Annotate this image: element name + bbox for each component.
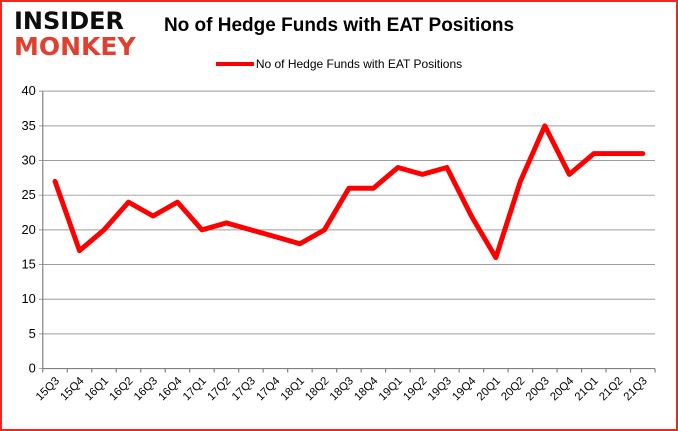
x-tick-label-17Q1: 17Q1: [181, 375, 209, 403]
x-tick-label-15Q4: 15Q4: [58, 375, 86, 403]
chart-title: No of Hedge Funds with EAT Positions: [163, 15, 515, 36]
legend-label: No of Hedge Funds with EAT Positions: [255, 57, 463, 71]
x-tick-label-17Q3: 17Q3: [230, 375, 258, 403]
x-tick-label-21Q2: 21Q2: [597, 375, 625, 403]
legend-line-swatch: [215, 62, 254, 66]
y-tick-label-5: 5: [29, 326, 36, 341]
x-tick-label-21Q3: 21Q3: [622, 375, 650, 403]
y-tick-label-30: 30: [22, 152, 36, 167]
y-tick-label-10: 10: [22, 291, 36, 306]
y-tick-label-15: 15: [22, 257, 36, 272]
logo-insider-text: INSIDER: [14, 7, 125, 35]
series-line-0: [52, 123, 646, 261]
x-tick-label-18Q4: 18Q4: [352, 375, 380, 403]
insider-monkey-logo: INSIDER MONKEY: [14, 9, 144, 59]
x-tick-label-18Q3: 18Q3: [328, 375, 356, 403]
x-tick-label-20Q3: 20Q3: [524, 375, 552, 403]
logo-monkey-text: MONKEY: [14, 32, 136, 61]
y-tick-label-35: 35: [22, 118, 36, 133]
y-tick-label-20: 20: [22, 222, 36, 237]
x-tick-label-20Q1: 20Q1: [475, 375, 503, 403]
chart-legend: No of Hedge Funds with EAT Positions: [2, 57, 676, 71]
x-tick-label-19Q4: 19Q4: [450, 375, 478, 403]
x-tick-label-21Q1: 21Q1: [573, 375, 601, 403]
x-tick-label-16Q4: 16Q4: [156, 375, 184, 403]
x-tick-label-17Q4: 17Q4: [254, 375, 282, 403]
x-tick-label-17Q2: 17Q2: [205, 375, 233, 403]
y-tick-label-40: 40: [22, 83, 36, 98]
x-tick-label-19Q3: 19Q3: [426, 375, 454, 403]
x-tick-label-16Q2: 16Q2: [107, 375, 135, 403]
x-tick-label-15Q3: 15Q3: [34, 375, 62, 403]
x-tick-label-19Q2: 19Q2: [401, 375, 429, 403]
y-tick-label-0: 0: [29, 361, 36, 376]
x-tick-label-16Q3: 16Q3: [132, 375, 160, 403]
x-tick-label-18Q1: 18Q1: [279, 375, 307, 403]
x-tick-label-16Q1: 16Q1: [83, 375, 111, 403]
x-tick-label-20Q4: 20Q4: [548, 375, 576, 403]
x-tick-label-18Q2: 18Q2: [303, 375, 331, 403]
y-tick-label-25: 25: [22, 187, 36, 202]
x-tick-label-19Q1: 19Q1: [377, 375, 405, 403]
x-tick-label-20Q2: 20Q2: [499, 375, 527, 403]
